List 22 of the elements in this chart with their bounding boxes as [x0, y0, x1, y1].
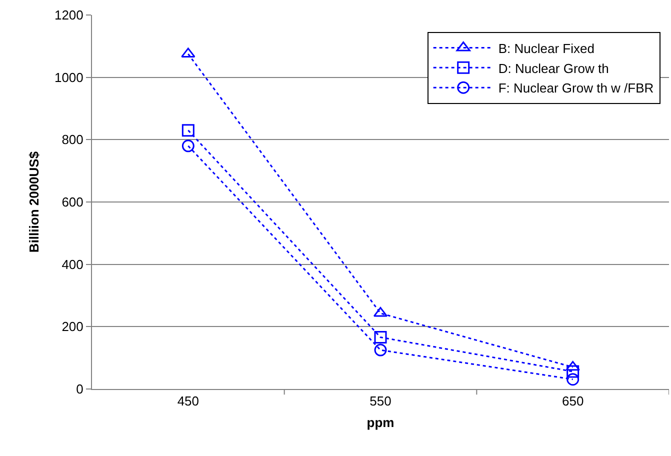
x-tick-label: 550 — [370, 394, 392, 409]
x-tick-label: 650 — [562, 394, 584, 409]
point — [566, 373, 580, 386]
y-axis-title: Billiion 2000US$ — [26, 150, 42, 253]
legend-label: B: Nuclear Fixed — [498, 40, 594, 56]
y-tick-label: 800 — [62, 132, 84, 148]
y-tick-label: 400 — [62, 256, 84, 272]
point — [566, 365, 580, 378]
legend-label: F: Nuclear Grow th w /FBR — [498, 80, 654, 96]
point — [566, 360, 580, 371]
point — [182, 140, 194, 152]
y-tick-label: 0 — [76, 382, 84, 397]
y-tick-label: 1000 — [54, 70, 84, 85]
y-tick-label: 1200 — [54, 8, 84, 23]
y-tick-label: 600 — [62, 194, 84, 210]
point — [182, 124, 194, 137]
legend-label: D: Nuclear Grow th — [498, 60, 609, 76]
point — [374, 344, 387, 356]
point — [374, 331, 387, 344]
x-axis-title: ppm — [366, 415, 394, 430]
x-tick-label: 450 — [177, 394, 200, 409]
y-tick-label: 200 — [62, 319, 84, 334]
